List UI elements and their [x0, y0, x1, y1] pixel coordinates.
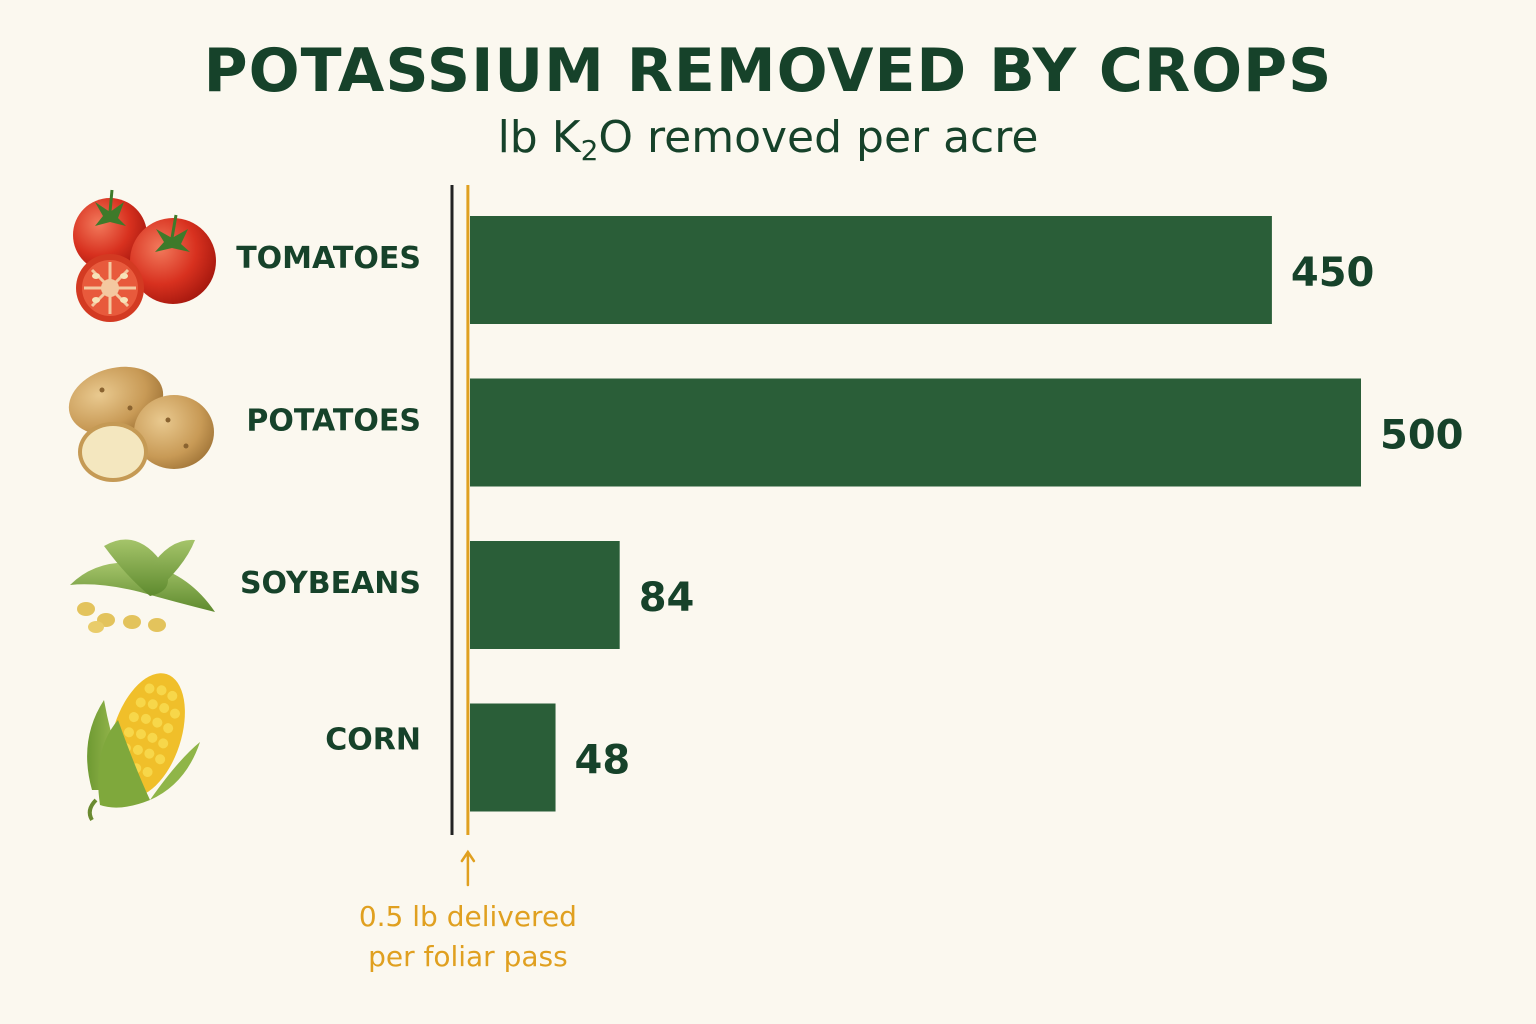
category-label-corn: CORN: [325, 723, 421, 758]
chart-subtitle: lb K2O removed per acre: [497, 112, 1039, 167]
bar-tomatoes: [470, 216, 1272, 324]
category-label-tomatoes: TOMATOES: [236, 241, 421, 276]
category-label-soybeans: SOYBEANS: [240, 566, 421, 601]
reference-label-line-2: per foliar pass: [368, 940, 568, 973]
bar-corn: [470, 703, 556, 812]
category-label-potatoes: POTATOES: [246, 404, 421, 439]
reference-arrow: [460, 849, 476, 887]
potato-icon: [68, 366, 214, 482]
bars-group: TOMATOES 450 POTATOES 500 SOYBEANS 84 CORN 48: [236, 216, 1464, 812]
value-label-potatoes: 500: [1380, 413, 1464, 459]
value-label-soybeans: 84: [639, 575, 695, 621]
chart-title: POTASSIUM REMOVED BY CROPS: [203, 36, 1333, 106]
bar-soybeans: [470, 541, 620, 649]
bar-potatoes: [470, 378, 1361, 487]
soybean-icon: [70, 539, 215, 633]
value-label-corn: 48: [575, 738, 631, 784]
corn-icon: [87, 673, 200, 822]
reference-label-line-1: 0.5 lb delivered: [359, 900, 577, 933]
value-label-tomatoes: 450: [1291, 250, 1375, 296]
tomato-icon: [73, 189, 216, 322]
